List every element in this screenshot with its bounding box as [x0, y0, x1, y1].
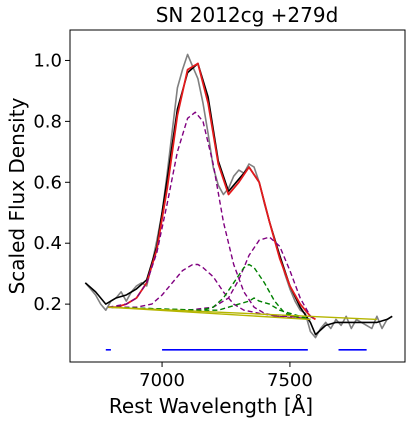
x-axis-label: Rest Wavelength [Å] — [109, 394, 313, 418]
plot-frame — [69, 29, 406, 363]
y-axis-label: Scaled Flux Density — [5, 97, 29, 294]
series-line-green-component-6 — [108, 263, 311, 321]
axis-ticks: 7000 7500 0.2 0.4 0.6 0.8 1.0 — [33, 50, 312, 391]
chart-title: SN 2012cg +279d — [156, 3, 339, 27]
y-tick-label: 0.2 — [33, 294, 62, 315]
y-tick-label: 0.8 — [33, 111, 62, 132]
y-tick-label: 1.0 — [33, 50, 62, 71]
series-line-observed-0 — [84, 53, 393, 339]
series-line-continuum-9 — [108, 306, 377, 321]
series-line-purple-component-4 — [108, 263, 311, 321]
plot-area — [84, 53, 393, 351]
x-tick-label: 7000 — [139, 370, 185, 391]
x-tick-label: 7500 — [267, 370, 313, 391]
series-line-smoothed-1 — [84, 62, 393, 336]
y-tick-label: 0.4 — [33, 233, 62, 254]
series-line-fit-total-2 — [108, 62, 316, 321]
series-line-green-component-7 — [108, 297, 311, 321]
series-line-purple-component-3 — [108, 111, 311, 321]
y-tick-label: 0.6 — [33, 172, 62, 193]
